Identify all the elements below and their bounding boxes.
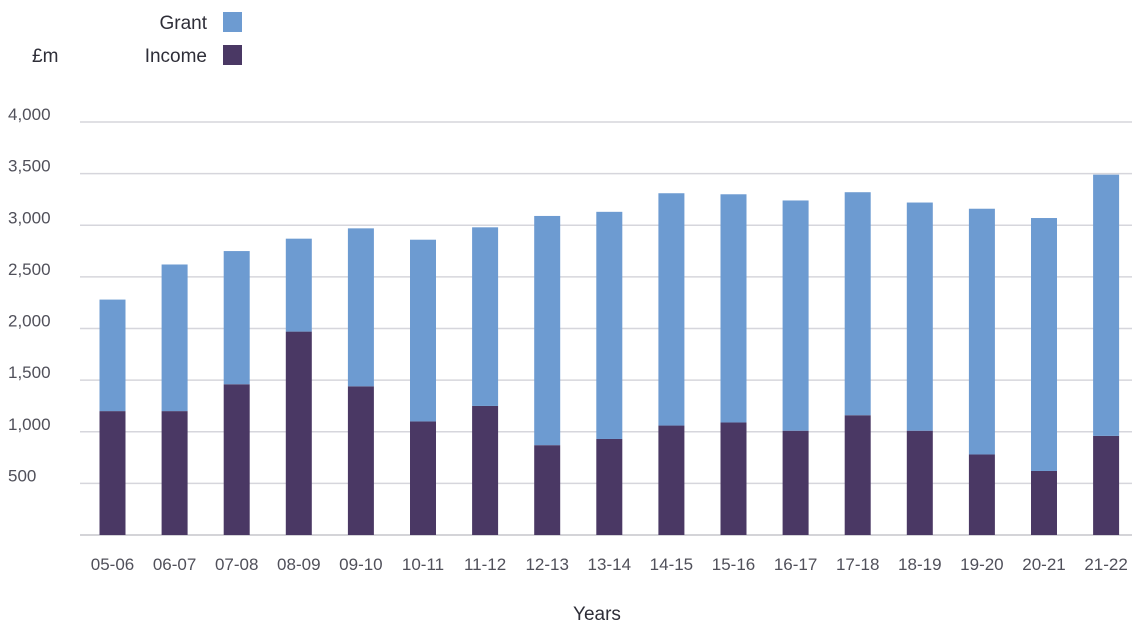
y-tick-label: 3,500 [8,157,51,176]
x-tick-label: 18-19 [898,555,941,574]
bar-grant-19-20 [968,208,995,455]
bar-grant-13-14 [596,211,623,439]
bar-income-10-11 [410,421,436,535]
x-tick-label: 15-16 [712,555,755,574]
y-tick-label: 4,000 [8,105,51,124]
x-tick-label: 10-11 [402,555,444,574]
legend-swatch-income [223,45,242,65]
bar-grant-11-12 [472,227,499,406]
x-tick-label: 21-22 [1084,555,1127,574]
bar-grant-08-09 [285,238,312,332]
legend-label-grant: Grant [159,13,207,34]
x-tick-label: 08-09 [277,555,320,574]
bar-income-09-10 [347,386,374,535]
legend: Grant Income [145,12,242,67]
x-axis-ticks: 05-06 06-07 07-08 08-09 09-10 10-11 11-12 12-13… [91,555,1128,574]
x-tick-label: 13-14 [588,555,631,574]
bar-income-20-21 [1031,470,1057,535]
x-tick-label: 05-06 [91,555,134,574]
bar-grant-07-08 [223,251,250,385]
bar-income-18-19 [906,430,933,535]
x-tick-label: 19-20 [960,555,1003,574]
y-tick-label: 1,500 [8,363,51,382]
x-tick-label: 09-10 [339,555,382,574]
bar-grant-20-21 [1031,218,1057,471]
y-tick-label: 1,000 [8,415,51,434]
x-tick-label: 16-17 [774,555,817,574]
bar-grant-10-11 [410,239,436,422]
x-axis-title: Years [573,604,621,625]
bar-grant-06-07 [161,264,188,412]
bar-income-21-22 [1093,435,1120,535]
bar-income-15-16 [720,422,747,535]
y-tick-label: 3,000 [8,208,51,227]
bar-grant-12-13 [534,215,561,446]
x-tick-label: 11-12 [464,555,506,574]
bar-grant-17-18 [844,192,871,416]
bar-grant-16-17 [782,200,809,431]
bar-income-17-18 [844,415,871,535]
bar-income-07-08 [223,384,250,535]
x-tick-label: 17-18 [836,555,879,574]
bar-income-11-12 [472,405,499,535]
bar-income-19-20 [968,454,995,535]
x-tick-label: 06-07 [153,555,196,574]
bar-grant-05-06 [99,299,126,412]
bar-grant-14-15 [658,193,685,426]
x-tick-label: 20-21 [1022,555,1065,574]
bar-grant-09-10 [347,228,374,387]
bar-income-05-06 [99,411,126,535]
bar-income-16-17 [782,430,809,535]
bars [99,174,1120,535]
y-tick-label: 2,000 [8,312,51,331]
x-tick-label: 07-08 [215,555,258,574]
x-tick-label: 14-15 [650,555,693,574]
bar-income-08-09 [285,331,312,535]
bar-grant-18-19 [906,202,933,431]
bar-income-06-07 [161,411,188,535]
legend-label-income: Income [145,46,207,67]
bar-grant-21-22 [1093,174,1120,436]
bar-income-13-14 [596,438,623,535]
y-axis-ticks: 500 1,000 1,500 2,000 2,500 3,000 3,500 4,000 [8,105,51,485]
bar-income-12-13 [534,445,561,535]
unit-label: £m [32,46,58,67]
y-tick-label: 2,500 [8,260,51,279]
x-tick-label: 12-13 [525,555,568,574]
legend-swatch-grant [223,12,242,32]
y-tick-label: 500 [8,466,36,485]
bar-grant-15-16 [720,194,747,423]
bar-income-14-15 [658,425,685,535]
